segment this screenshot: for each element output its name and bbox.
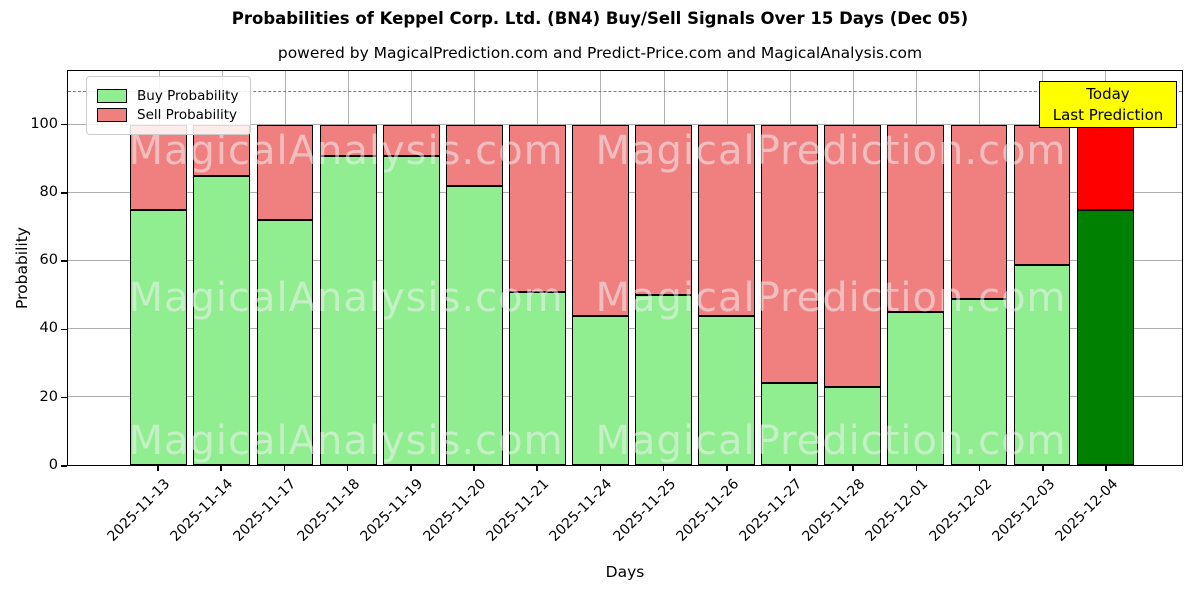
x-tick-label: 2025-12-02 [926, 476, 995, 545]
x-tick-mark [473, 466, 475, 471]
x-tick-label: 2025-11-27 [736, 476, 806, 545]
bar-segment-sell [698, 125, 756, 316]
bar-segment-buy [635, 295, 692, 465]
x-tick-mark [410, 466, 412, 471]
bar-segment-buy [698, 315, 756, 465]
bar-segment-sell [1076, 125, 1134, 211]
watermark-analysis: MagicalAnalysis.com [128, 418, 564, 464]
plot-area: MagicalAnalysis.com MagicalPrediction.com… [67, 70, 1183, 466]
bar-segment-sell [887, 125, 945, 313]
x-tick-label: 2025-11-14 [167, 476, 237, 545]
legend-item-sell: Sell Probability [97, 107, 238, 123]
x-tick-mark [789, 466, 791, 471]
x-tick-label: 2025-11-26 [673, 476, 743, 545]
bar-segment-sell [1013, 125, 1071, 265]
bar-segment-sell [382, 125, 440, 156]
x-tick-label: 2025-11-25 [610, 476, 679, 545]
bar-segment-sell [761, 125, 819, 384]
x-tick-mark [978, 466, 981, 471]
bar-segment-buy [571, 315, 629, 465]
x-tick-mark [220, 466, 222, 471]
legend-buy-label: Buy Probability [137, 88, 239, 104]
threshold-dashed-line [68, 91, 1182, 93]
bar-segment-sell [824, 125, 882, 387]
chart-title: Probabilities of Keppel Corp. Ltd. (BN4)… [231, 9, 969, 28]
legend-sell-label: Sell Probability [137, 107, 238, 123]
x-tick-label: 2025-11-20 [420, 476, 490, 545]
x-tick-mark [1042, 466, 1044, 471]
bar-segment-sell [571, 125, 629, 316]
y-tick-label-80: 80 [39, 183, 58, 200]
legend: Buy Probability Sell Probability [86, 76, 252, 135]
x-tick-label: 2025-11-21 [483, 476, 553, 545]
x-tick-label: 2025-11-19 [357, 476, 427, 545]
x-tick-mark [726, 466, 728, 471]
bar-segment-buy [130, 210, 188, 465]
y-tick-label-20: 20 [39, 388, 58, 405]
sell-color-swatch [97, 108, 127, 122]
x-tick-label: 2025-12-04 [1052, 476, 1122, 545]
today-annotation-line2: Last Prediction [1052, 105, 1164, 124]
bar-segment-sell [445, 125, 503, 187]
legend-item-buy: Buy Probability [97, 88, 238, 104]
y-tick-label-40: 40 [39, 320, 58, 337]
x-tick-label: 2025-12-03 [989, 476, 1059, 545]
y-tick-mark [61, 465, 67, 467]
x-tick-label: 2025-11-13 [104, 476, 174, 545]
bar-segment-buy [445, 186, 503, 465]
bar-segment-buy [508, 291, 566, 465]
bar-segment-buy [1076, 210, 1134, 465]
bar-segment-buy [382, 155, 440, 465]
buy-color-swatch [97, 89, 127, 103]
bar-segment-buy [761, 383, 819, 465]
x-tick-mark [1105, 466, 1107, 471]
y-tick-mark [61, 192, 67, 194]
x-tick-mark [157, 466, 159, 471]
bar-segment-buy [824, 386, 882, 465]
bar-segment-buy [256, 220, 314, 465]
x-tick-label: 2025-11-17 [230, 476, 300, 545]
x-tick-label: 2025-11-28 [799, 476, 869, 545]
today-annotation-line1: Today [1086, 84, 1130, 103]
x-tick-label: 2025-11-24 [546, 476, 616, 545]
x-tick-label: 2025-12-01 [862, 476, 932, 545]
x-tick-mark [915, 466, 918, 471]
bar-segment-sell [256, 125, 314, 221]
bar-segment-buy [319, 155, 377, 465]
bar-segment-buy [1013, 264, 1071, 465]
bar-segment-buy [950, 298, 1008, 465]
bar-segment-buy [887, 312, 945, 465]
y-tick-mark [61, 396, 67, 399]
bar-segment-sell [319, 125, 377, 156]
x-axis-label: Days [605, 563, 645, 581]
chart-subtitle: powered by MagicalPrediction.com and Pre… [277, 44, 923, 62]
x-tick-mark [536, 466, 538, 471]
bar-segment-sell [950, 125, 1008, 299]
x-tick-mark [283, 466, 286, 471]
x-tick-mark [346, 466, 349, 471]
watermark-analysis: MagicalAnalysis.com [128, 128, 564, 174]
x-tick-mark [662, 466, 665, 471]
y-tick-mark [61, 328, 67, 331]
y-tick-mark [61, 123, 67, 126]
x-tick-mark [599, 466, 602, 471]
bar-segment-sell [508, 125, 566, 292]
watermark-prediction: MagicalPrediction.com [595, 418, 1067, 464]
watermark-prediction: MagicalPrediction.com [595, 128, 1067, 174]
y-tick-mark [61, 260, 67, 262]
bar-segment-buy [193, 176, 251, 465]
y-tick-label-0: 0 [48, 457, 58, 473]
today-annotation-box: Today Last Prediction [1039, 81, 1177, 128]
watermark-prediction: MagicalPrediction.com [595, 275, 1067, 321]
bar-segment-sell [635, 125, 692, 296]
y-tick-label-60: 60 [39, 252, 58, 269]
x-tick-label: 2025-11-18 [294, 476, 363, 545]
watermark-analysis: MagicalAnalysis.com [128, 275, 564, 321]
x-tick-mark [852, 466, 854, 471]
y-tick-label-100: 100 [30, 115, 58, 132]
h-gridline-100 [68, 124, 1182, 126]
